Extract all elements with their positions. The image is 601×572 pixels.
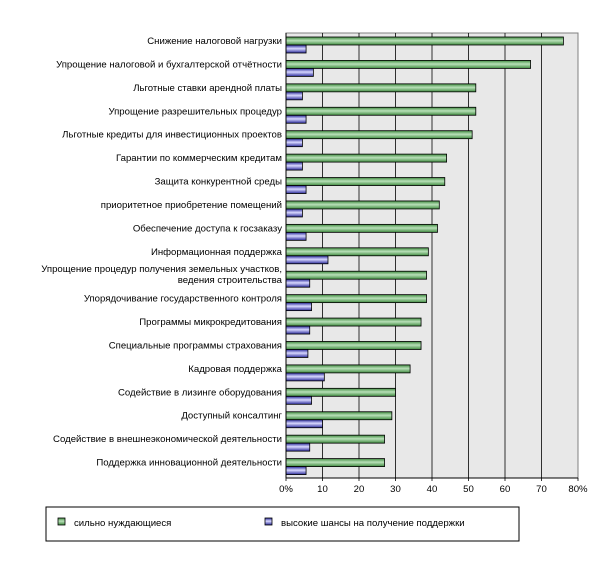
bar-series1 xyxy=(285,60,531,69)
legend: сильно нуждающиеся высокие шансы на полу… xyxy=(45,506,520,542)
category-label: Кадровая поддержка xyxy=(188,364,282,375)
bar-series2 xyxy=(285,91,303,101)
category-label: Льготные ставки арендной платы xyxy=(133,83,282,94)
bar-series1 xyxy=(285,458,385,467)
bar-series1 xyxy=(285,83,477,93)
x-tick-label: 0% xyxy=(279,484,293,495)
bar-series1 xyxy=(285,177,446,186)
bar-series1 xyxy=(285,411,393,421)
category-labels: Снижение налоговой нагрузки Упрощение нал… xyxy=(41,36,282,469)
category-label: Поддержка инновационной деятельности xyxy=(96,458,282,469)
bar-series1 xyxy=(285,200,440,210)
bar-series1 xyxy=(285,341,422,350)
bar-series1 xyxy=(285,364,411,374)
category-label: Защита конкурентной среды xyxy=(155,177,282,188)
category-label: Содействие в внешнеэкономической деятель… xyxy=(53,434,282,445)
x-tick-label: 80% xyxy=(568,484,588,495)
legend-box xyxy=(45,506,520,542)
category-label: Программы микрокредитования xyxy=(139,317,282,328)
x-tick-label: 10 xyxy=(317,484,328,495)
x-tick-label: 40 xyxy=(427,484,438,495)
bar-series1 xyxy=(285,223,438,233)
bar-series1 xyxy=(285,36,564,46)
legend-swatch-series2 xyxy=(264,517,273,526)
category-label: Упрощение процедур получения земельных у… xyxy=(41,264,282,286)
category-label: Льготные кредиты для инвестиционных прое… xyxy=(62,130,282,141)
category-label: приоритетное приобретение помещений xyxy=(101,200,282,211)
tick-labels: 0% 10 20 30 40 50 60 70 80% xyxy=(279,478,588,495)
category-label: Содействие в лизинге оборудования xyxy=(118,387,282,398)
bar-series2 xyxy=(285,208,303,218)
legend-label-series1: сильно нуждающиеся xyxy=(74,518,171,529)
bar-series2 xyxy=(285,114,307,124)
category-label: Упорядочивание государственного контроля xyxy=(84,294,282,305)
bar-series1 xyxy=(285,434,385,444)
bar-series2 xyxy=(285,231,307,241)
category-label: Упрощение налоговой и бухгалтерской отчё… xyxy=(56,59,282,70)
bar-series2 xyxy=(285,185,307,194)
bar-series1 xyxy=(285,153,448,163)
bar-series2 xyxy=(285,138,303,148)
bar-series1 xyxy=(285,106,477,116)
legend-swatch-series1 xyxy=(57,517,66,526)
legend-label-series2: высокие шансы на получение поддержки xyxy=(281,518,465,529)
bar-series2 xyxy=(285,349,309,358)
category-label: Снижение налоговой нагрузки xyxy=(147,36,282,47)
bar-series1 xyxy=(285,317,422,327)
bar-series2 xyxy=(285,419,323,429)
bar-series2 xyxy=(285,255,329,265)
category-label: Гарантии по коммерческим кредитам xyxy=(116,153,282,164)
x-tick-label: 70 xyxy=(536,484,547,495)
bar-series1 xyxy=(285,247,429,257)
x-tick-label: 30 xyxy=(390,484,401,495)
bar-series2 xyxy=(285,325,311,335)
category-label: Обеспечение доступа к госзаказу xyxy=(133,223,282,234)
bar-series2 xyxy=(285,161,303,171)
category-label: Упрощение разрешительных процедур xyxy=(108,106,282,117)
x-tick-label: 50 xyxy=(463,484,474,495)
bars xyxy=(285,36,564,475)
bar-series2 xyxy=(285,395,312,405)
bar-series1 xyxy=(285,294,427,304)
bar-series1 xyxy=(285,130,473,140)
bar-series2 xyxy=(285,44,307,54)
bar-series2 xyxy=(285,68,314,77)
bar-series2 xyxy=(285,372,325,382)
x-tick-label: 60 xyxy=(500,484,511,495)
category-label: Информационная поддержка xyxy=(151,247,283,258)
bar-series1 xyxy=(285,387,396,397)
bar-series2 xyxy=(285,466,307,475)
bar-series2 xyxy=(285,442,311,452)
bar-series2 xyxy=(285,302,312,312)
x-tick-label: 20 xyxy=(354,484,365,495)
category-label: Специальные программы страхования xyxy=(109,340,282,351)
bar-series2 xyxy=(285,278,311,288)
category-label: Доступный консалтинг xyxy=(181,411,282,422)
bar-series1 xyxy=(285,270,427,280)
